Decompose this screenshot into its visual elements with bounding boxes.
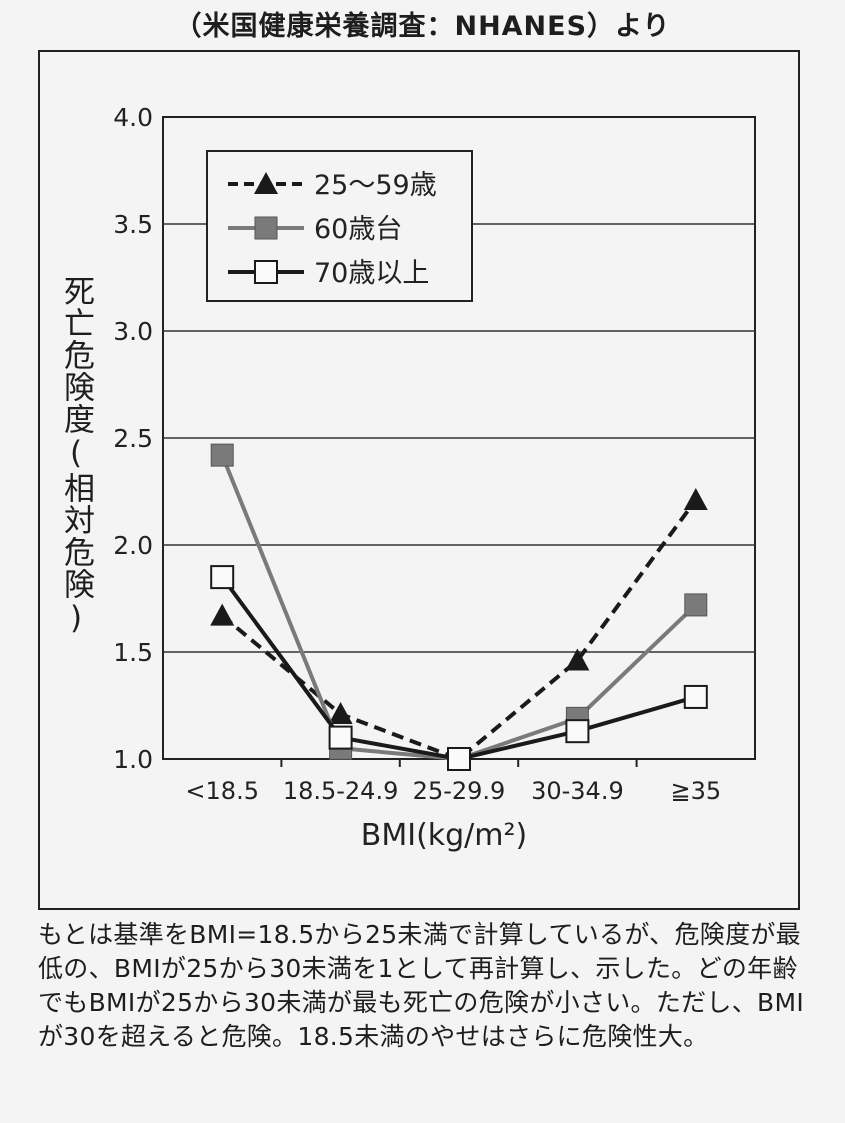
y-tick-label: 3.0 bbox=[113, 317, 153, 346]
legend-marker bbox=[254, 260, 278, 284]
legend-label: 60歳台 bbox=[314, 214, 402, 245]
data-point bbox=[447, 747, 471, 771]
series-3 bbox=[210, 565, 708, 771]
explanatory-note: もとは基準をBMI=18.5から25未満で計算しているが、危険度が最低の、BMI… bbox=[38, 920, 805, 1051]
data-point bbox=[210, 443, 234, 467]
data-point bbox=[565, 648, 590, 671]
y-tick-label: 2.5 bbox=[113, 424, 153, 453]
legend-marker bbox=[254, 172, 278, 194]
series-line bbox=[220, 454, 698, 762]
y-tick-label: 4.0 bbox=[113, 103, 153, 132]
y-axis-label: 死亡危険度(相対危険) bbox=[58, 275, 94, 637]
y-tick-label: 3.5 bbox=[113, 210, 153, 239]
series-line bbox=[220, 575, 697, 762]
x-tick-label: <18.5 bbox=[185, 777, 259, 805]
legend-label: 25～59歳 bbox=[314, 170, 437, 201]
y-tick-label: 2.0 bbox=[113, 531, 153, 560]
y-tick-label: 1.5 bbox=[113, 638, 153, 667]
series-1 bbox=[210, 488, 708, 769]
x-tick-label: 25-29.9 bbox=[413, 777, 506, 805]
series-2 bbox=[210, 443, 708, 771]
legend: 25～59歳 60歳台 70歳以上 bbox=[206, 150, 473, 302]
data-point bbox=[210, 565, 235, 590]
data-point bbox=[565, 719, 590, 744]
x-tick-label: 18.5-24.9 bbox=[283, 777, 399, 805]
data-point bbox=[328, 725, 353, 750]
data-point bbox=[210, 603, 235, 626]
x-axis-label: BMI(kg/m²) bbox=[361, 818, 528, 853]
data-point bbox=[683, 488, 708, 511]
data-point bbox=[328, 702, 353, 725]
x-tick-label: 30-34.9 bbox=[531, 777, 624, 805]
source-caption: （米国健康栄養調査：NHANES）より bbox=[174, 11, 671, 42]
data-point bbox=[683, 684, 708, 709]
y-tick-label: 1.0 bbox=[113, 745, 153, 774]
legend-label: 70歳以上 bbox=[314, 258, 429, 289]
legend-marker bbox=[254, 216, 278, 240]
chart-frame bbox=[38, 50, 800, 910]
data-point bbox=[684, 593, 708, 617]
line-chart: 1.0 1.5 2.0 2.5 3.0 3.5 4.0 <18.5 18.5-24.9 25-29… bbox=[113, 103, 756, 853]
x-tick-label: ≧35 bbox=[670, 777, 721, 805]
